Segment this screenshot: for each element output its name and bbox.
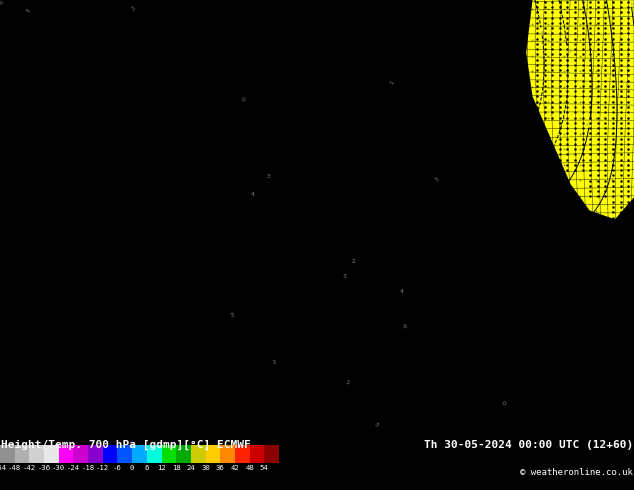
Bar: [176, 445, 191, 463]
Text: 0: 0: [564, 48, 570, 52]
Text: -54: -54: [0, 466, 6, 471]
Text: 4: 4: [251, 192, 256, 197]
Text: 2: 2: [130, 6, 136, 12]
Bar: [0, 445, 15, 463]
Bar: [220, 445, 235, 463]
Text: 0: 0: [240, 97, 245, 103]
Bar: [132, 445, 147, 463]
Text: Th 30-05-2024 00:00 UTC (12+60): Th 30-05-2024 00:00 UTC (12+60): [424, 440, 633, 450]
Bar: [103, 445, 117, 463]
Text: 4: 4: [400, 289, 404, 294]
Text: 3: 3: [373, 421, 379, 428]
Text: 30: 30: [201, 466, 210, 471]
Text: 1: 1: [586, 122, 592, 126]
Text: 3: 3: [342, 274, 346, 279]
Text: 5: 5: [25, 8, 32, 14]
Text: 36: 36: [216, 466, 224, 471]
Bar: [147, 445, 162, 463]
Text: 18: 18: [172, 466, 181, 471]
Text: -24: -24: [67, 466, 80, 471]
Bar: [29, 445, 44, 463]
Text: 3: 3: [628, 0, 634, 5]
Text: 3: 3: [267, 174, 271, 179]
Text: -48: -48: [8, 466, 22, 471]
Text: 12: 12: [157, 466, 166, 471]
Text: Height/Temp. 700 hPa [gdmp][°C] ECMWF: Height/Temp. 700 hPa [gdmp][°C] ECMWF: [1, 440, 250, 450]
Text: 5: 5: [230, 312, 235, 318]
Bar: [250, 445, 264, 463]
Text: -18: -18: [82, 466, 94, 471]
Text: 24: 24: [186, 466, 195, 471]
Text: -36: -36: [37, 466, 51, 471]
Text: 54: 54: [260, 466, 269, 471]
Text: 6: 6: [0, 0, 5, 6]
Bar: [205, 445, 220, 463]
Text: 6: 6: [403, 324, 407, 329]
Text: -6: -6: [113, 466, 122, 471]
Bar: [15, 445, 29, 463]
Bar: [235, 445, 250, 463]
Text: 1: 1: [272, 359, 276, 365]
Text: 1: 1: [389, 79, 395, 85]
Bar: [191, 445, 205, 463]
Text: 0: 0: [130, 466, 134, 471]
Polygon shape: [526, 0, 634, 220]
Text: 5: 5: [434, 176, 439, 183]
Bar: [88, 445, 103, 463]
Text: 2: 2: [345, 380, 349, 385]
Text: 42: 42: [231, 466, 239, 471]
Bar: [117, 445, 132, 463]
Text: 6: 6: [145, 466, 149, 471]
Text: 48: 48: [245, 466, 254, 471]
Text: -42: -42: [23, 466, 36, 471]
Bar: [264, 445, 279, 463]
Text: 2: 2: [351, 259, 356, 264]
Text: -30: -30: [52, 466, 65, 471]
Text: 0: 0: [500, 400, 507, 406]
Bar: [44, 445, 59, 463]
Text: 6: 6: [539, 29, 545, 34]
Text: © weatheronline.co.uk: © weatheronline.co.uk: [521, 468, 633, 477]
Bar: [162, 445, 176, 463]
Text: -12: -12: [96, 466, 109, 471]
Bar: [74, 445, 88, 463]
Bar: [59, 445, 74, 463]
